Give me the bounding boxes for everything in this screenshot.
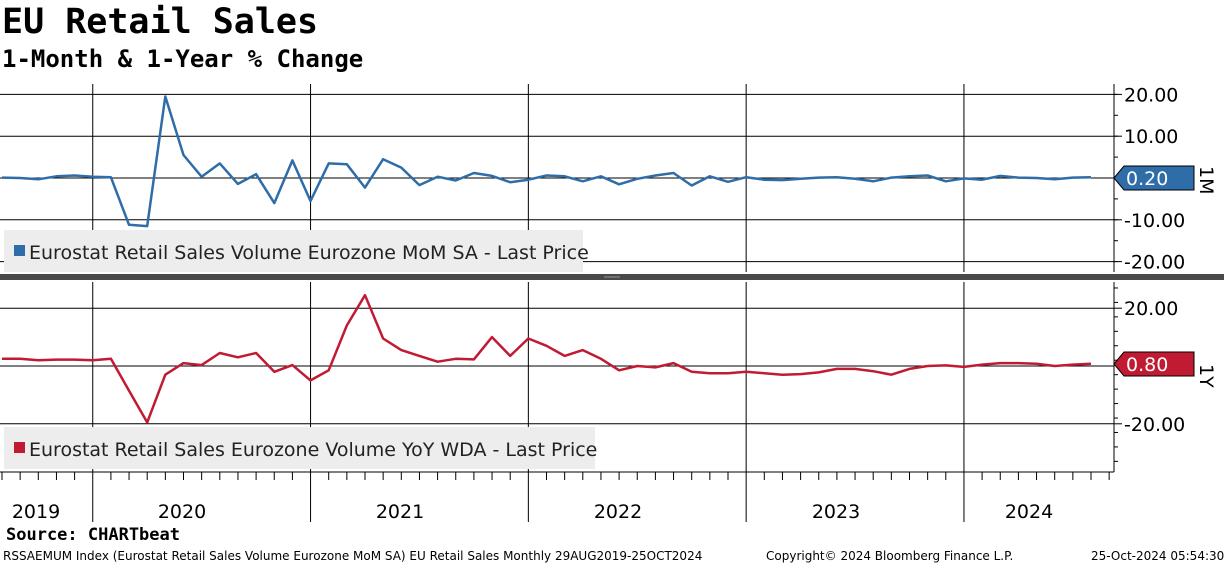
copyright: Copyright© 2024 Bloomberg Finance L.P. <box>766 549 1014 563</box>
last-value-tag-yoy-shape <box>1113 351 1195 377</box>
y-tick-label-mom-4: -20.00 <box>1124 252 1185 274</box>
y-tick-label-mom-0: 20.00 <box>1124 84 1178 106</box>
chart-title: EU Retail Sales <box>2 2 319 42</box>
legend-mom-text: Eurostat Retail Sales Volume Eurozone Mo… <box>29 242 589 264</box>
last-value-mom: 0.20 <box>1126 168 1168 190</box>
y-tick-label-mom-1: 10.00 <box>1124 126 1178 148</box>
year-label-2019: 2019 <box>12 501 60 523</box>
source-label: Source: CHARTbeat <box>6 525 180 545</box>
y-tick-label-mom-3: -10.00 <box>1124 210 1185 232</box>
year-label-2024: 2024 <box>1005 501 1053 523</box>
legend-mom-swatch <box>14 245 25 256</box>
legend-yoy: Eurostat Retail Sales Eurozone Volume Yo… <box>4 427 597 469</box>
year-label-2023: 2023 <box>812 501 860 523</box>
panel-yoy: 20.00 -20.00 <box>0 282 1185 472</box>
panel-label-1m: 1M <box>1195 166 1217 194</box>
last-value-yoy: 0.80 <box>1126 354 1168 376</box>
series-line-mom[interactable] <box>1 95 1092 228</box>
year-label-2020: 2020 <box>158 501 206 523</box>
last-value-tag-mom: 0.20 <box>1113 165 1195 191</box>
y-tick-label-yoy-0: 20.00 <box>1124 298 1178 320</box>
panel-label-1y: 1Y <box>1195 364 1217 388</box>
year-label-2021: 2021 <box>376 501 424 523</box>
ticker-info: RSSAEMUM Index (Eurostat Retail Sales Vo… <box>3 549 703 563</box>
legend-yoy-swatch <box>14 442 25 453</box>
y-tick-label-yoy-2: -20.00 <box>1124 414 1185 436</box>
legend-yoy-box <box>4 427 595 469</box>
legend-mom-box <box>4 230 583 272</box>
chart-subtitle: 1-Month & 1-Year % Change <box>2 45 364 73</box>
year-label-2022: 2022 <box>594 501 642 523</box>
last-value-tag-yoy: 0.80 <box>1113 351 1195 377</box>
series-line-yoy[interactable] <box>2 293 1092 424</box>
x-axis: 2019 2020 2021 2022 2023 2024 <box>0 471 1114 523</box>
panel-mom: 20.00 10.00 -10.00 -20.00 <box>0 84 1185 274</box>
legend-mom: Eurostat Retail Sales Volume Eurozone Mo… <box>4 230 589 272</box>
timestamp: 25-Oct-2024 05:54:30 <box>1091 549 1224 563</box>
legend-yoy-text: Eurostat Retail Sales Eurozone Volume Yo… <box>29 439 597 461</box>
last-value-tag-mom-shape <box>1113 165 1195 191</box>
